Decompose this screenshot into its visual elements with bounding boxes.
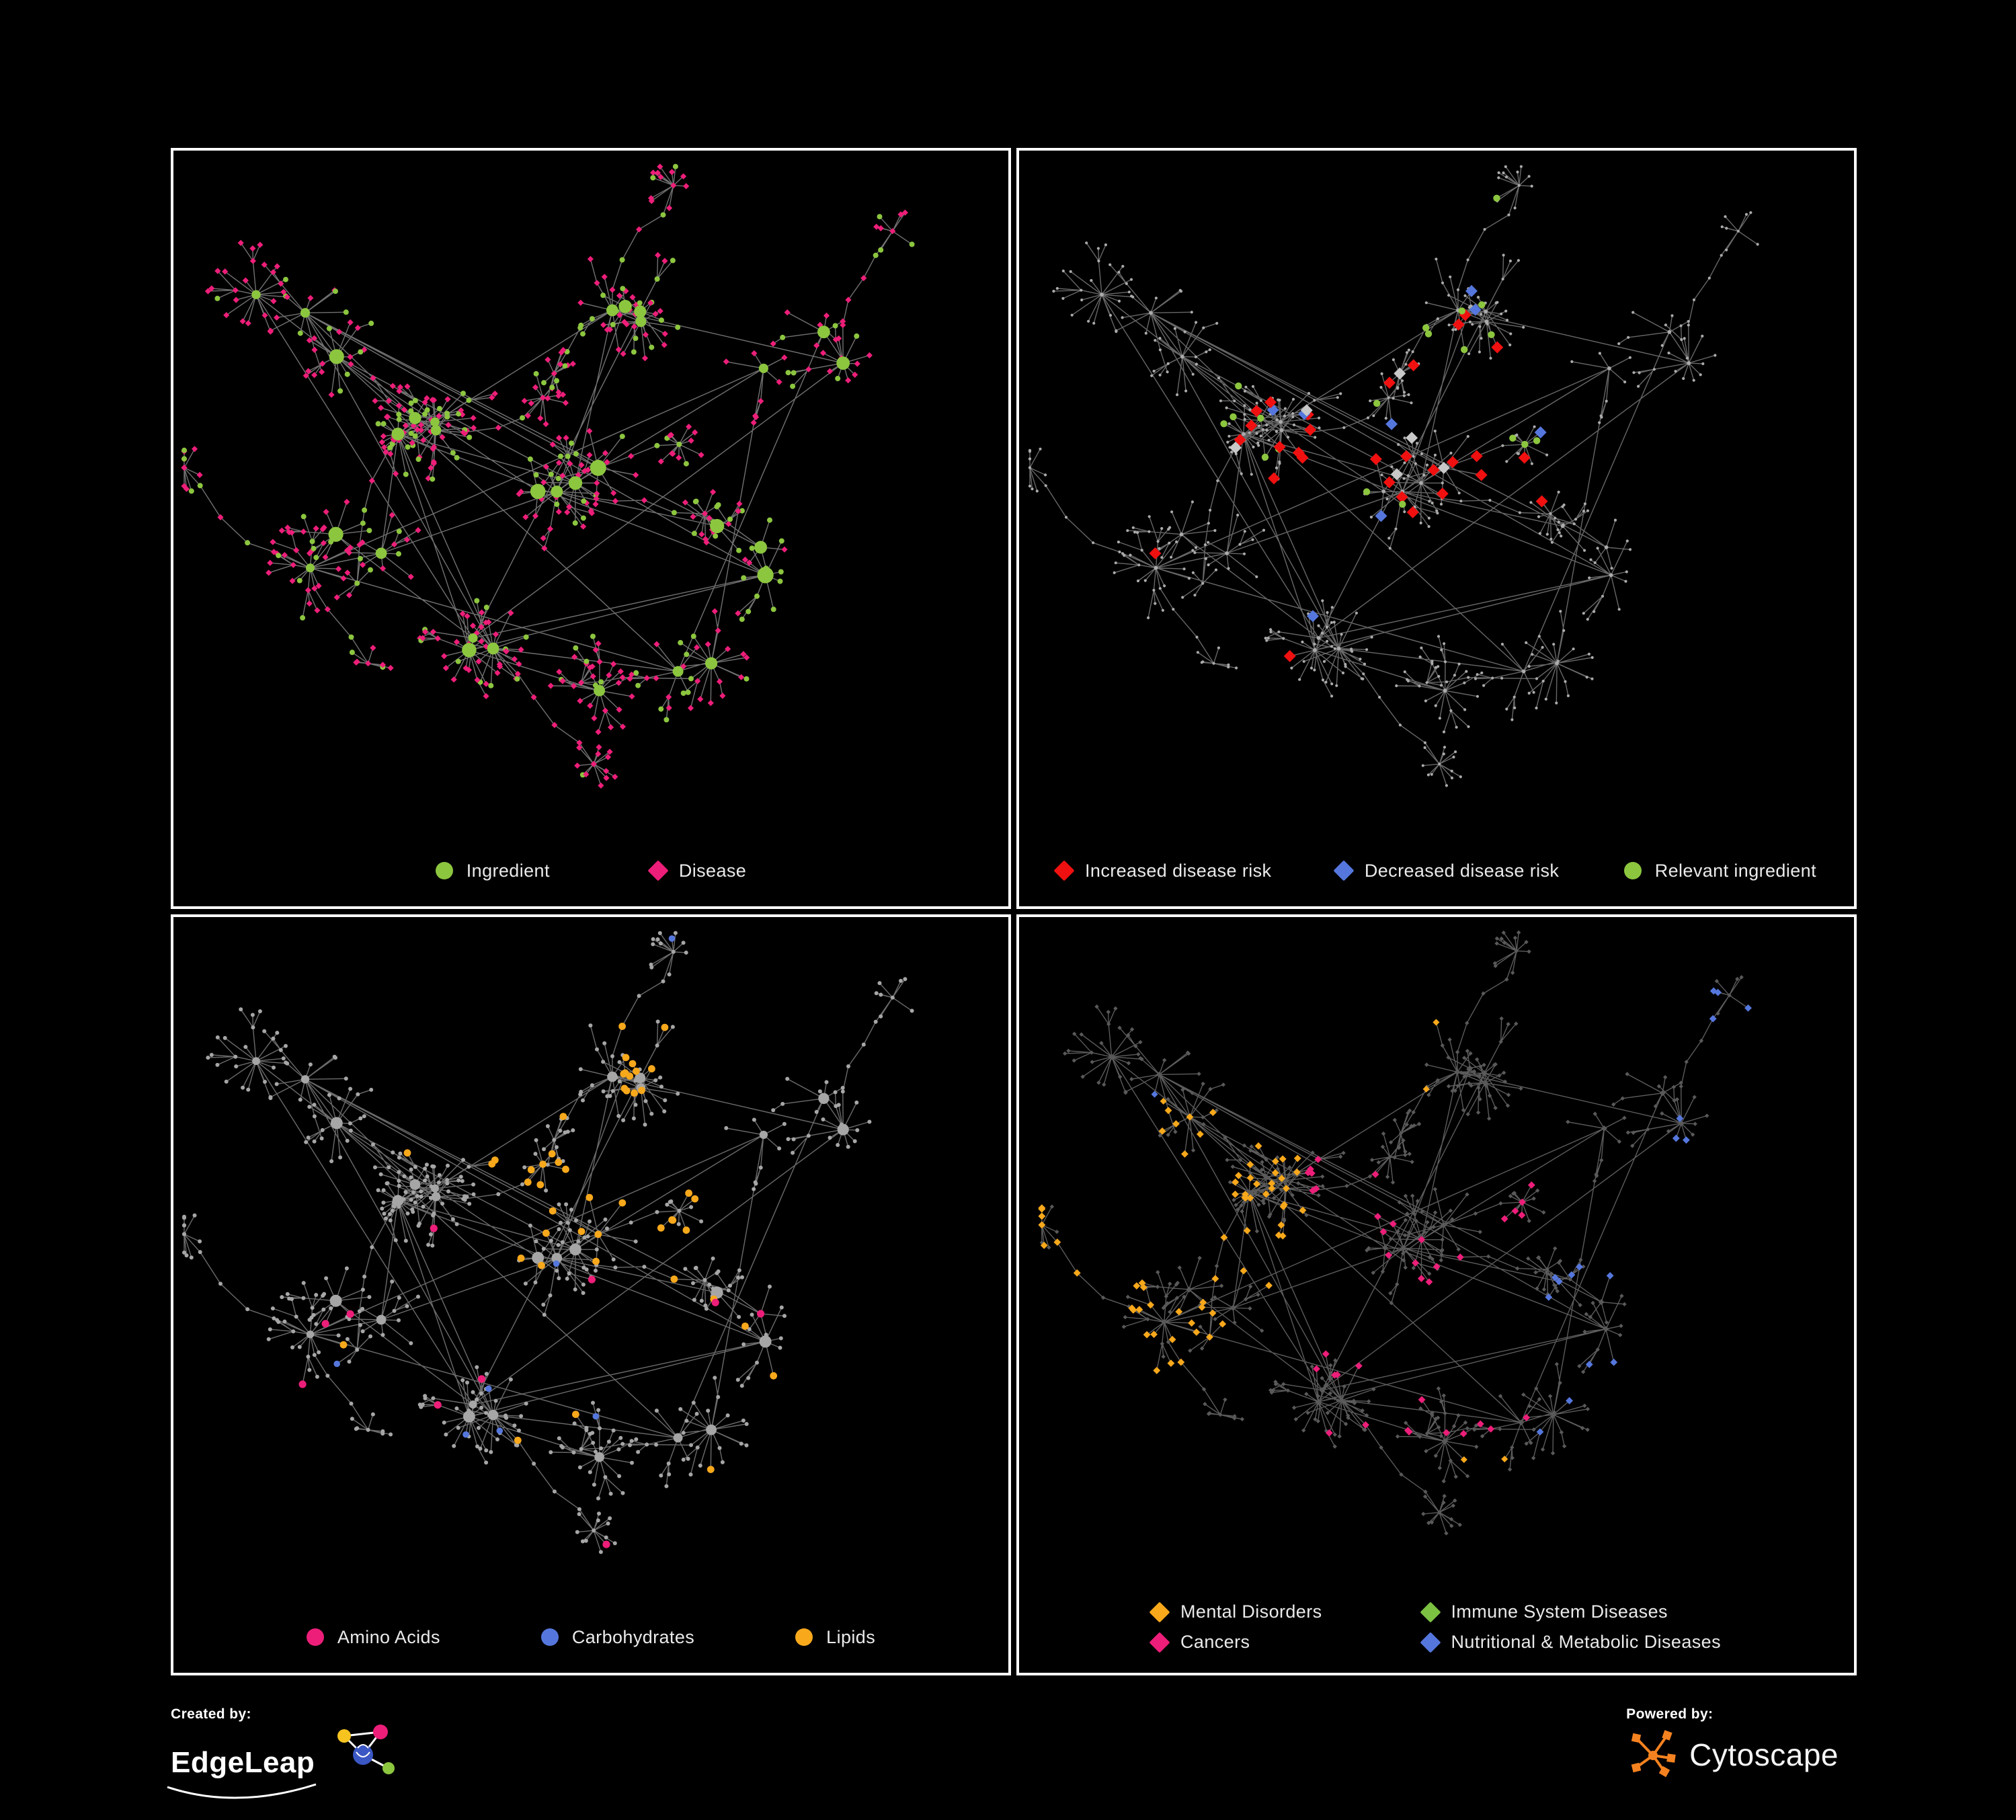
network-panel-ingredient-disease: Ingredient Disease <box>171 148 1011 909</box>
legend-item-cancers: Cancers <box>1149 1631 1322 1653</box>
network-panel-disease-classes: Mental Disorders Immune System Diseases … <box>1016 914 1857 1675</box>
increased-risk-diamond-icon <box>1053 860 1075 881</box>
network-graph-area <box>173 917 1008 1601</box>
legend-item-relevant-ingredient: Relevant ingredient <box>1623 860 1816 881</box>
powered-by-label: Powered by: <box>1626 1706 1713 1722</box>
legend-item-ingredient: Ingredient <box>435 860 550 881</box>
decreased-risk-diamond-icon <box>1333 860 1355 881</box>
network-graph-area <box>1019 917 1854 1581</box>
legend-disease-classes: Mental Disorders Immune System Diseases … <box>1019 1581 1854 1673</box>
legend-item-amino-acids: Amino Acids <box>306 1626 440 1648</box>
edgeleap-logo-icon <box>337 1725 395 1774</box>
relevant-ingredient-circle-icon <box>1623 862 1642 879</box>
amino-acids-circle-icon <box>306 1628 324 1646</box>
legend-label-lipids: Lipids <box>826 1626 876 1647</box>
legend-label-cancers: Cancers <box>1180 1632 1250 1652</box>
legend-label-disease: Disease <box>678 860 747 881</box>
legend-disease-risk: Increased disease risk Decreased disease… <box>1019 835 1854 906</box>
footer: Created by: EdgeLeap <box>167 1706 1839 1799</box>
legend-item-increased-risk: Increased disease risk <box>1053 860 1272 881</box>
legend-item-mental-disorders: Mental Disorders <box>1149 1601 1322 1623</box>
disease-diamond-icon <box>647 860 669 881</box>
ingredient-disease-network-graph <box>181 163 915 789</box>
created-by-label: Created by: <box>171 1706 251 1722</box>
legend-item-carbohydrates: Carbohydrates <box>540 1626 695 1648</box>
cytoscape-logo-icon <box>1631 1730 1676 1778</box>
disease-classes-network-graph <box>1038 930 1752 1536</box>
legend-label-carbohydrates: Carbohydrates <box>571 1626 695 1647</box>
legend-label-decreased-risk: Decreased disease risk <box>1364 860 1560 881</box>
network-graph-area <box>1019 151 1854 835</box>
disease-risk-network-graph <box>1028 165 1759 787</box>
legend-label-increased-risk: Increased disease risk <box>1085 860 1272 881</box>
powered-by-block: Powered by: Cy <box>1626 1706 1839 1782</box>
created-by-block: Created by: EdgeLeap <box>167 1706 403 1799</box>
legend-item-disease: Disease <box>647 860 747 881</box>
edgeleap-logo: EdgeLeap <box>167 1725 403 1799</box>
legend-item-lipids: Lipids <box>795 1627 875 1648</box>
legend-label-immune-system-diseases: Immune System Diseases <box>1451 1601 1668 1622</box>
lipids-circle-icon <box>795 1628 813 1646</box>
nutritional-metabolic-diamond-icon <box>1419 1631 1441 1653</box>
legend-label-mental-disorders: Mental Disorders <box>1180 1601 1322 1622</box>
ingredient-circle-icon <box>435 862 453 879</box>
cancers-diamond-icon <box>1149 1631 1170 1653</box>
legend-ingredient-disease: Ingredient Disease <box>173 835 1008 906</box>
legend-item-immune-system-diseases: Immune System Diseases <box>1419 1601 1721 1623</box>
legend-label-ingredient: Ingredient <box>466 860 550 881</box>
mental-disorders-diamond-icon <box>1149 1601 1170 1623</box>
carbohydrates-circle-icon <box>540 1628 559 1646</box>
cytoscape-logo: Cytoscape <box>1626 1728 1839 1782</box>
legend-label-amino-acids: Amino Acids <box>337 1626 440 1647</box>
legend-label-relevant-ingredient: Relevant ingredient <box>1654 860 1816 881</box>
legend-macronutrients: Amino Acids Carbohydrates Lipids <box>173 1601 1008 1673</box>
legend-label-nutritional-metabolic-diseases: Nutritional & Metabolic Diseases <box>1451 1632 1721 1652</box>
edgeleap-swoosh-icon <box>167 1783 317 1799</box>
network-panel-disease-risk: Increased disease risk Decreased disease… <box>1016 148 1857 909</box>
macronutrients-network-graph <box>182 931 914 1554</box>
network-panel-macronutrients: Amino Acids Carbohydrates Lipids <box>171 914 1011 1675</box>
cytoscape-logo-text: Cytoscape <box>1689 1737 1839 1772</box>
immune-system-diseases-diamond-icon <box>1419 1601 1441 1623</box>
legend-item-decreased-risk: Decreased disease risk <box>1333 860 1560 881</box>
legend-item-nutritional-metabolic-diseases: Nutritional & Metabolic Diseases <box>1419 1631 1721 1653</box>
network-graph-area <box>173 151 1008 835</box>
edgeleap-logo-text: EdgeLeap <box>171 1746 315 1779</box>
